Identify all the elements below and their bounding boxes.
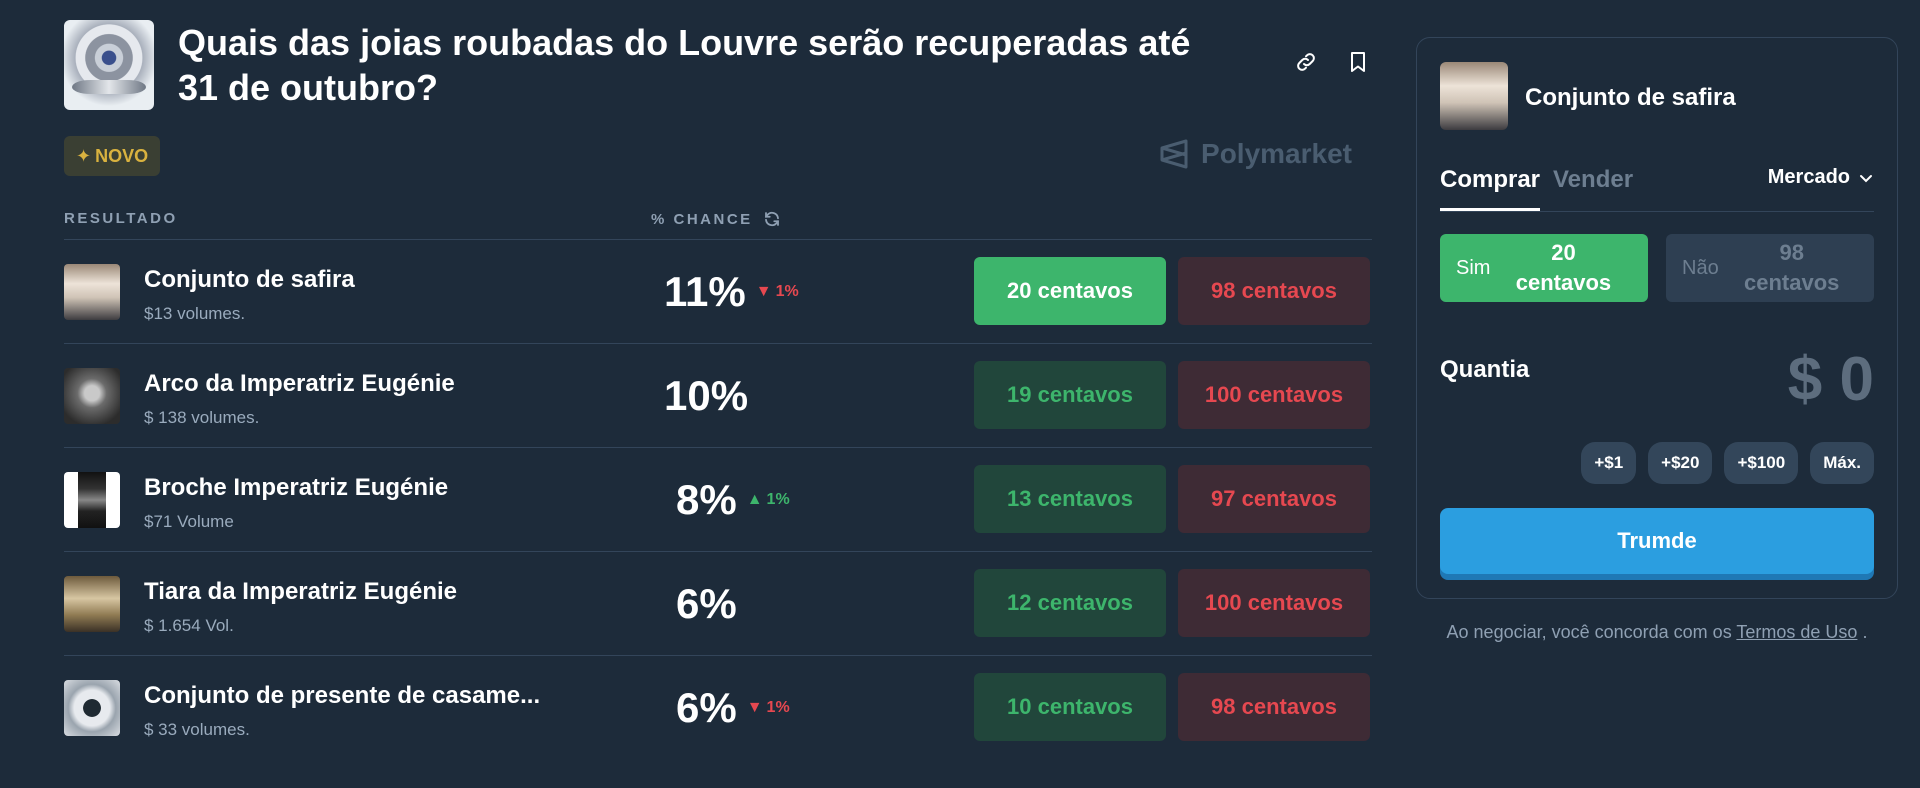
chevron-down-icon [1860,174,1872,182]
table-header: RESULTADO % CHANCE [64,196,1372,240]
yes-option-price: 20 centavos [1515,240,1612,295]
outcome-row[interactable]: Broche Imperatriz Eugénie $71 Volume 8% … [64,448,1372,552]
terms-link[interactable]: Termos de Uso [1736,622,1858,642]
market-header: Quais das joias roubadas do Louvre serão… [64,18,1372,118]
buy-yes-button[interactable]: 13 centavos [974,465,1166,533]
buy-yes-button[interactable]: 20 centavos [974,257,1166,325]
chance-delta: ▼ 1% [756,283,799,301]
max-button[interactable]: Máx. [1810,442,1874,484]
outcome-row[interactable]: Conjunto de presente de casame... $ 33 v… [64,656,1372,760]
header-actions [1292,48,1372,76]
add-100-button[interactable]: +$100 [1724,442,1799,484]
outcome-chance: 8% ▲ 1% [664,476,864,524]
no-option-price: 98 centavos [1744,240,1840,295]
outcome-row[interactable]: Tiara da Imperatriz Eugénie $ 1.654 Vol.… [64,552,1372,656]
order-type-label: Mercado [1767,166,1850,188]
outcome-image [64,264,120,320]
bookmark-icon[interactable] [1344,48,1372,76]
market-title: Quais das joias roubadas do Louvre serão… [178,22,1191,108]
tab-buy[interactable]: Comprar [1440,166,1541,211]
refresh-icon[interactable] [763,210,781,228]
chance-value: 8% [676,476,737,523]
yes-option-button[interactable]: Sim 20 centavos [1440,234,1648,302]
terms-note: Ao negociar, você concorda com os Termos… [1416,622,1898,643]
buy-no-button[interactable]: 97 centavos [1178,465,1370,533]
buy-yes-button[interactable]: 19 centavos [974,361,1166,429]
chance-value: 6% [676,684,737,731]
triangle-down-icon: ▼ [755,283,772,300]
outcome-chance: 10% [664,372,864,420]
chance-delta: ▲ 1% [747,491,790,509]
chance-column-label: % CHANCE [651,210,753,228]
chance-column-header: % CHANCE [651,210,781,228]
outcome-list: Conjunto de safira $13 volumes. 11% ▼ 1% … [64,240,1372,760]
quantity-label: Quantia [1440,356,1530,383]
brand-name: Polymarket [1201,138,1352,169]
no-option-label: Não [1682,256,1719,279]
buy-no-button[interactable]: 98 centavos [1178,257,1370,325]
triangle-down-icon: ▼ [746,699,763,716]
outcome-name: Arco da Imperatriz Eugénie [144,370,455,397]
market-subrow: ✦ NOVO Polymarket [64,136,1372,196]
market-main: Quais das joias roubadas do Louvre serão… [64,18,1372,760]
sparkle-icon: ✦ [76,145,92,166]
trade-button[interactable]: Trumde [1440,508,1874,574]
buy-no-button[interactable]: 98 centavos [1178,673,1370,741]
outcome-image [64,368,120,424]
outcome-name: Conjunto de presente de casame... [144,682,541,709]
chance-delta-value: 1% [766,491,790,508]
outcome-image [64,680,120,736]
outcome-volume: $ 138 volumes. [144,408,260,427]
selected-outcome-title: Conjunto de safira [1525,84,1736,111]
add-20-button[interactable]: +$20 [1648,442,1713,484]
outcome-name: Conjunto de safira [144,266,355,293]
tab-sell[interactable]: Vender [1553,166,1634,193]
link-icon[interactable] [1292,48,1320,76]
new-badge-label: NOVO [95,145,149,166]
polymarket-logo: Polymarket [1159,138,1352,170]
polymarket-logo-icon [1160,139,1188,169]
result-column-header: RESULTADO [64,210,178,227]
outcome-row[interactable]: Conjunto de safira $13 volumes. 11% ▼ 1% … [64,240,1372,344]
outcome-image [64,576,120,632]
trade-tabs: Comprar Vender Mercado [1440,156,1874,212]
triangle-up-icon: ▲ [746,491,763,508]
outcome-chance: 11% ▼ 1% [664,268,864,316]
outcome-name: Tiara da Imperatriz Eugénie [144,578,457,605]
quick-add-buttons: +$1 +$20 +$100 Máx. [1581,442,1874,484]
amount-input[interactable]: $ 0 [1787,345,1874,414]
chance-value: 11% [664,268,746,315]
outcome-volume: $ 1.654 Vol. [144,616,234,635]
add-1-button[interactable]: +$1 [1581,442,1637,484]
terms-prefix: Ao negociar, você concorda com os [1446,622,1732,642]
buy-yes-button[interactable]: 10 centavos [974,673,1166,741]
chance-delta-value: 1% [775,283,799,300]
market-image [64,20,154,110]
chance-delta: ▼ 1% [747,699,790,717]
chance-value: 10% [664,372,749,419]
outcome-image [64,472,120,528]
yes-option-label: Sim [1456,256,1491,279]
new-badge: ✦ NOVO [64,136,161,176]
chance-delta-value: 1% [766,699,790,716]
outcome-name: Broche Imperatriz Eugénie [144,474,449,501]
buy-no-button[interactable]: 100 centavos [1178,569,1370,637]
outcome-volume: $13 volumes. [144,304,246,323]
outcome-row[interactable]: Arco da Imperatriz Eugénie $ 138 volumes… [64,344,1372,448]
selected-outcome-image [1440,62,1508,130]
order-type-dropdown[interactable]: Mercado [1768,166,1874,189]
buy-yes-button[interactable]: 12 centavos [974,569,1166,637]
outcome-chance: 6% [664,580,864,628]
no-option-button[interactable]: Não 98 centavos [1666,234,1874,302]
outcome-chance: 6% ▼ 1% [664,684,864,732]
trade-panel: Conjunto de safira Comprar Vender Mercad… [1416,37,1898,599]
outcome-volume: $71 Volume [144,512,234,531]
outcome-volume: $ 33 volumes. [144,720,250,739]
terms-suffix: . [1862,622,1868,642]
buy-no-button[interactable]: 100 centavos [1178,361,1370,429]
chance-value: 6% [676,580,737,627]
